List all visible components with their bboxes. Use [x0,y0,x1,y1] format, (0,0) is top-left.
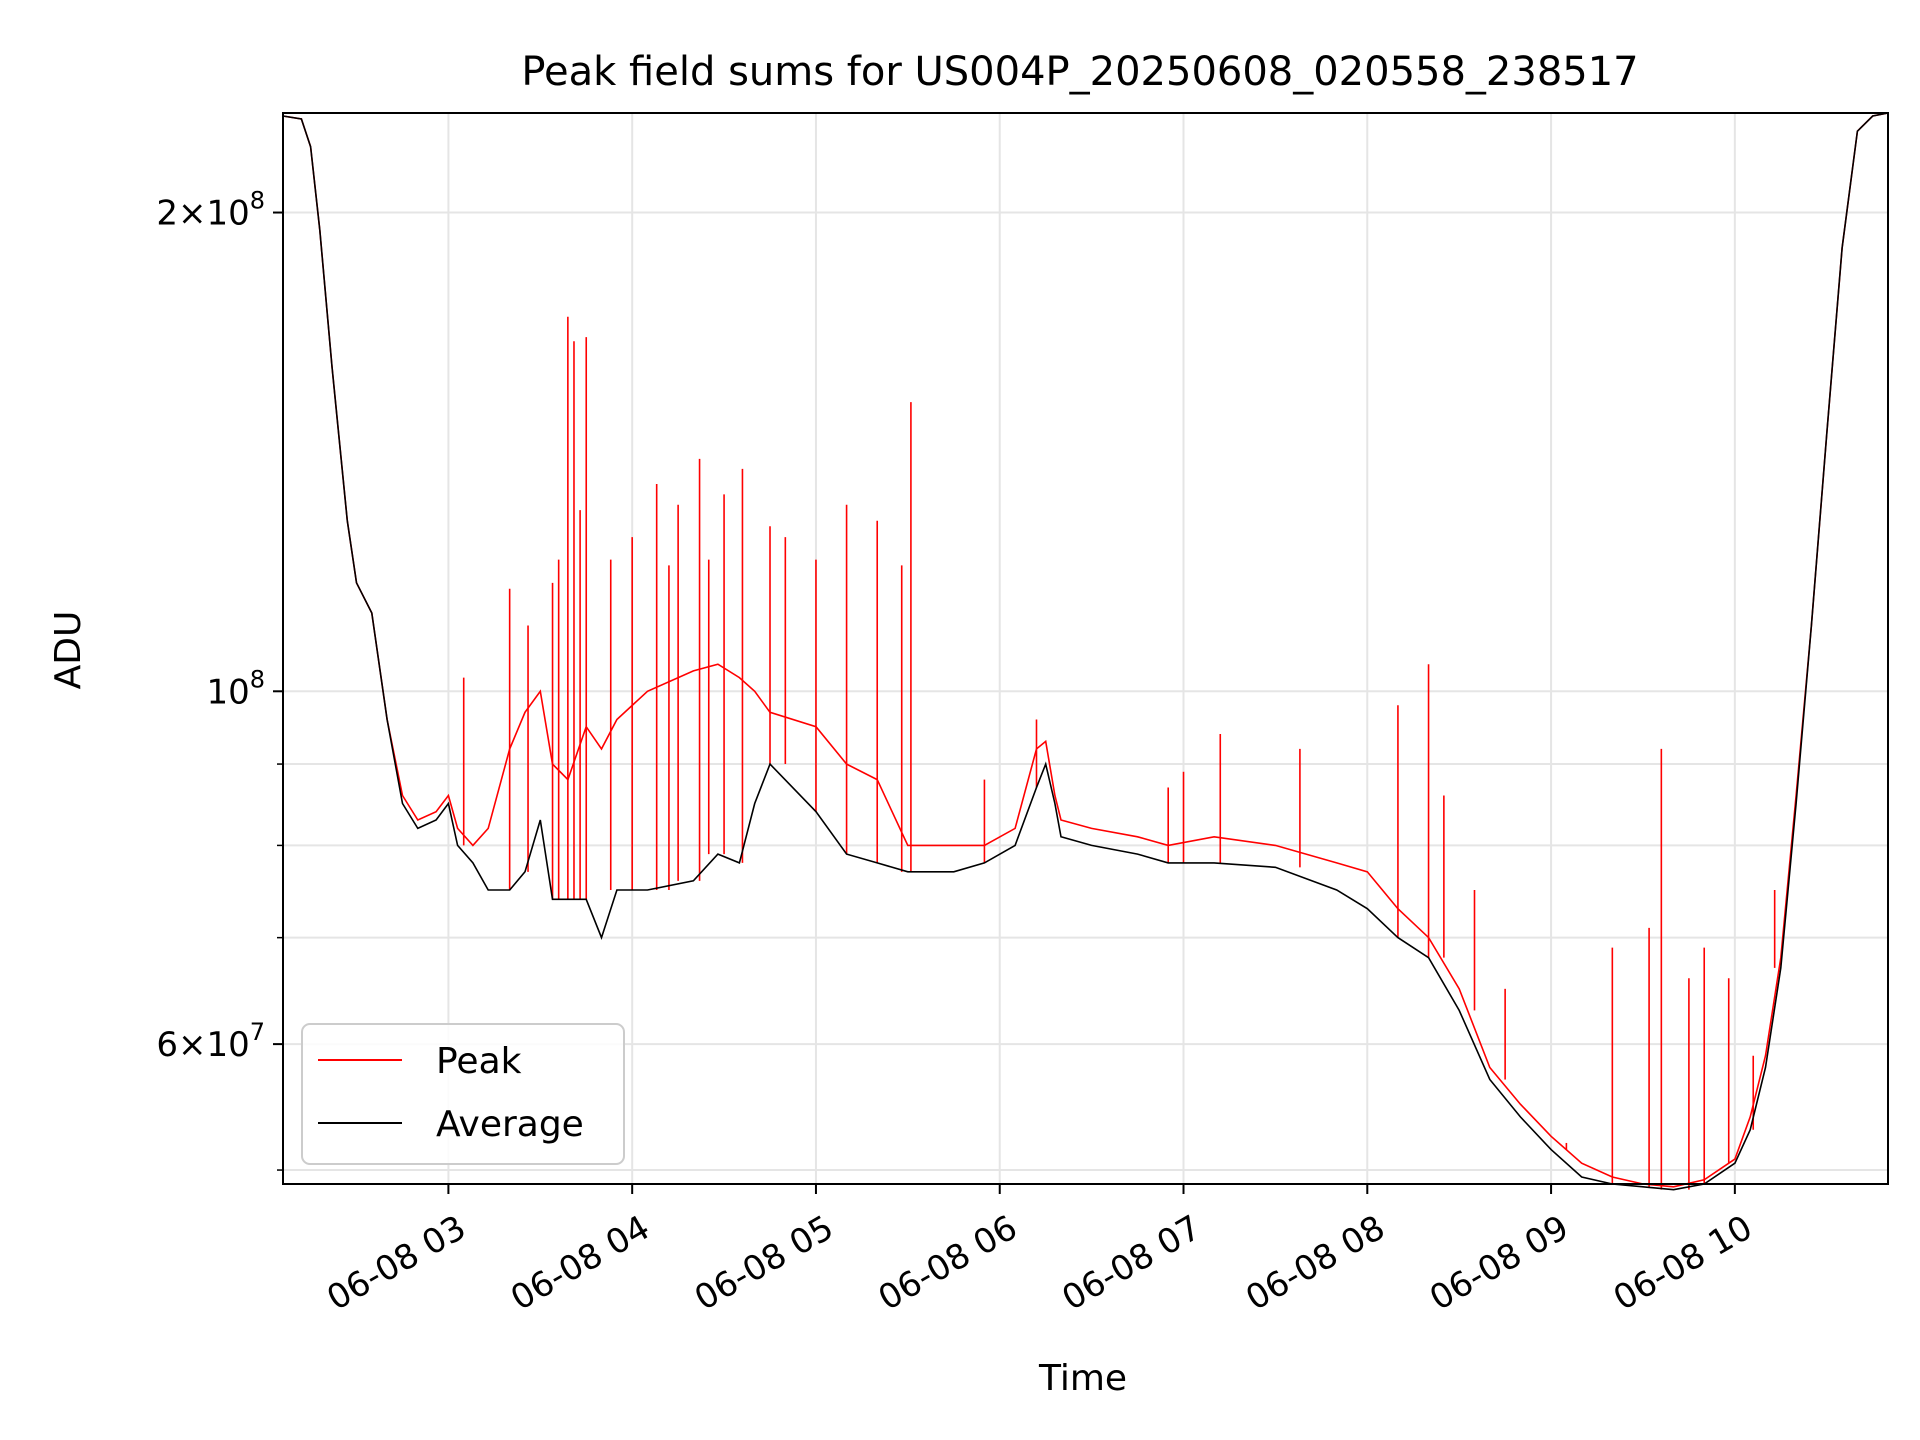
y-tick-label: 2×108 [156,187,265,234]
average-series-line [282,112,1889,1191]
peak-spikes [462,316,1776,1190]
legend-label-peak: Peak [436,1041,522,1082]
legend-label-average: Average [436,1104,584,1145]
plot-series [282,112,1889,1191]
plot-frame [282,112,1889,1185]
legend: Peak Average [301,1023,625,1165]
y-tick-label: 6×107 [156,1018,265,1065]
chart-title: Peak field sums for US004P_20250608_0205… [521,49,1638,95]
y-axis-label: ADU [48,611,89,690]
x-axis-label: Time [1038,1358,1127,1399]
y-tick-label: 108 [206,665,265,712]
